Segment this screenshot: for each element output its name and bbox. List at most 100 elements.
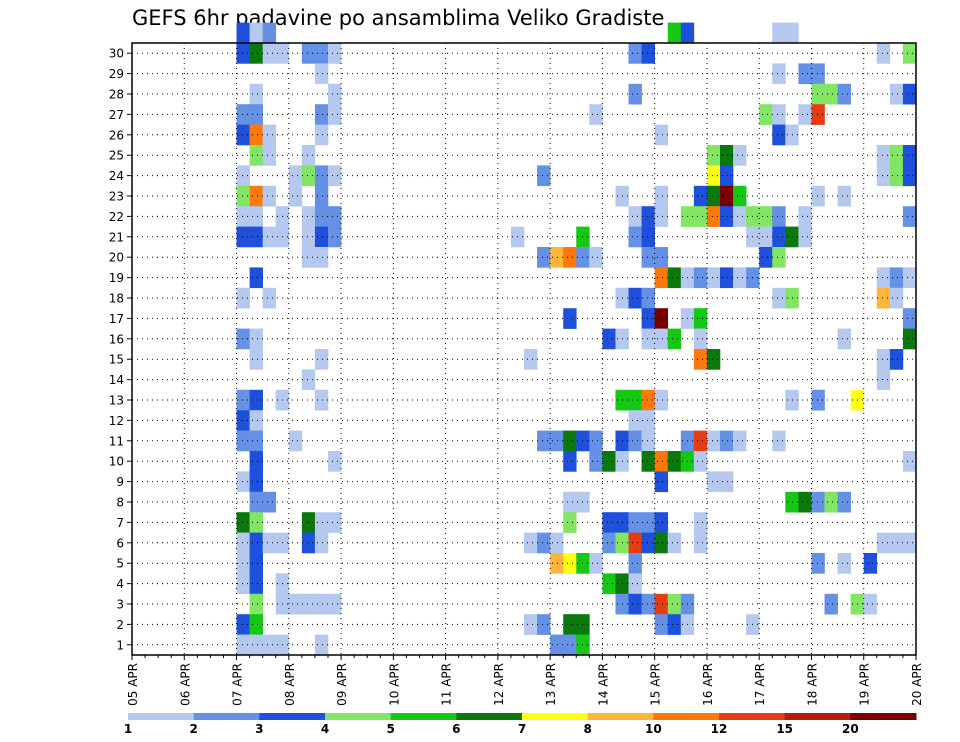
y-axis: 1234567891011121314151617181920212223242… [109,47,132,652]
heatmap-cell [563,614,577,635]
heatmap-cell [314,63,329,85]
heatmap-cell [328,593,342,615]
x-tick-label: 05 APR [126,663,140,706]
heatmap-cell [537,614,551,635]
heatmap-cell [798,491,812,513]
heatmap-cell [628,206,642,227]
heatmap-cell [628,226,642,248]
heatmap-cell [550,430,564,452]
colorbar-label: 6 [452,722,460,736]
heatmap-cell [249,451,263,472]
heatmap-cell [236,634,250,656]
heatmap-cell [301,165,316,187]
heatmap-cell [798,226,812,248]
heatmap-cell [667,451,682,472]
y-tick-label: 16 [109,332,124,346]
heatmap-cell [902,308,917,329]
heatmap-cell [785,22,799,44]
y-tick-label: 8 [116,496,124,510]
heatmap-cell [301,369,316,391]
y-tick-label: 27 [109,108,124,122]
heatmap-cell [654,206,669,227]
heatmap-cell [602,512,616,533]
heatmap-cell [628,593,642,615]
colorbar-label: 4 [321,722,329,736]
x-tick-label: 14 APR [596,663,610,706]
heatmap-cell [628,410,642,431]
heatmap-cell [706,185,721,207]
heatmap-cell [824,593,838,615]
colorbar-swatch [128,713,195,720]
heatmap-cell [863,593,878,615]
heatmap-cell [876,287,891,309]
heatmap-cell [262,185,277,207]
heatmap-cell [301,206,316,227]
heatmap-cell [654,532,669,554]
heatmap-cell [654,124,669,146]
colorbar-label: 8 [583,722,591,736]
heatmap-cell [249,593,263,615]
heatmap-cell [314,512,329,533]
heatmap-cell [314,634,329,656]
heatmap-cell [537,532,551,554]
heatmap-cell [550,634,564,656]
heatmap-cell [262,532,277,554]
heatmap-cell [314,185,329,207]
heatmap-cell [811,185,825,207]
colorbar-swatch [653,713,720,720]
heatmap-cell [811,553,825,574]
heatmap-cell [772,247,786,268]
heatmap-cell [889,532,904,554]
heatmap-cell [314,349,329,370]
x-tick-label: 06 APR [178,663,192,706]
heatmap-cell [328,83,342,105]
heatmap-cell [693,430,708,452]
heatmap-cell [249,104,263,125]
heatmap-cell [693,206,708,227]
y-tick-label: 3 [116,598,124,612]
heatmap-cell [563,553,577,574]
heatmap-cell [706,430,721,452]
heatmap-cell [328,226,342,248]
heatmap-cell [301,532,316,554]
heatmap-cell [314,124,329,146]
heatmap-cell [301,512,316,533]
y-tick-label: 22 [109,210,124,224]
heatmap-cell [249,267,263,289]
heatmap-cell [563,430,577,452]
heatmap-cell [328,451,342,472]
colorbar-label: 10 [645,722,662,736]
heatmap-cell [249,185,263,207]
heatmap-cell [537,430,551,452]
heatmap-cell [902,206,917,227]
colorbar-swatch [325,713,392,720]
heatmap-cell [524,614,538,635]
heatmap-cell [563,308,577,329]
heatmap-cell [837,328,851,350]
heatmap-cell [589,247,603,268]
heatmap-cell [706,206,721,227]
heatmap-cell [236,389,250,411]
heatmap-cell [693,185,708,207]
heatmap-cell [720,206,734,227]
heatmap-cell [654,308,669,329]
heatmap-cell [236,532,250,554]
y-tick-label: 15 [109,353,124,367]
heatmap-cell [720,145,734,166]
heatmap-cell [654,593,669,615]
heatmap-cell [654,389,669,411]
heatmap-cell [236,185,250,207]
heatmap-cell [262,287,277,309]
heatmap-cell [876,145,891,166]
heatmap-cell [902,145,917,166]
heatmap-cell [589,553,603,574]
heatmap-cell [288,165,303,187]
heatmap-cell [602,328,616,350]
colorbar-swatch [850,713,917,720]
heatmap-cell [667,328,682,350]
heatmap-cell [328,512,342,533]
y-tick-label: 13 [109,394,124,408]
heatmap-cell [236,124,250,146]
colorbar-swatch [522,713,589,720]
heatmap-cell [288,185,303,207]
